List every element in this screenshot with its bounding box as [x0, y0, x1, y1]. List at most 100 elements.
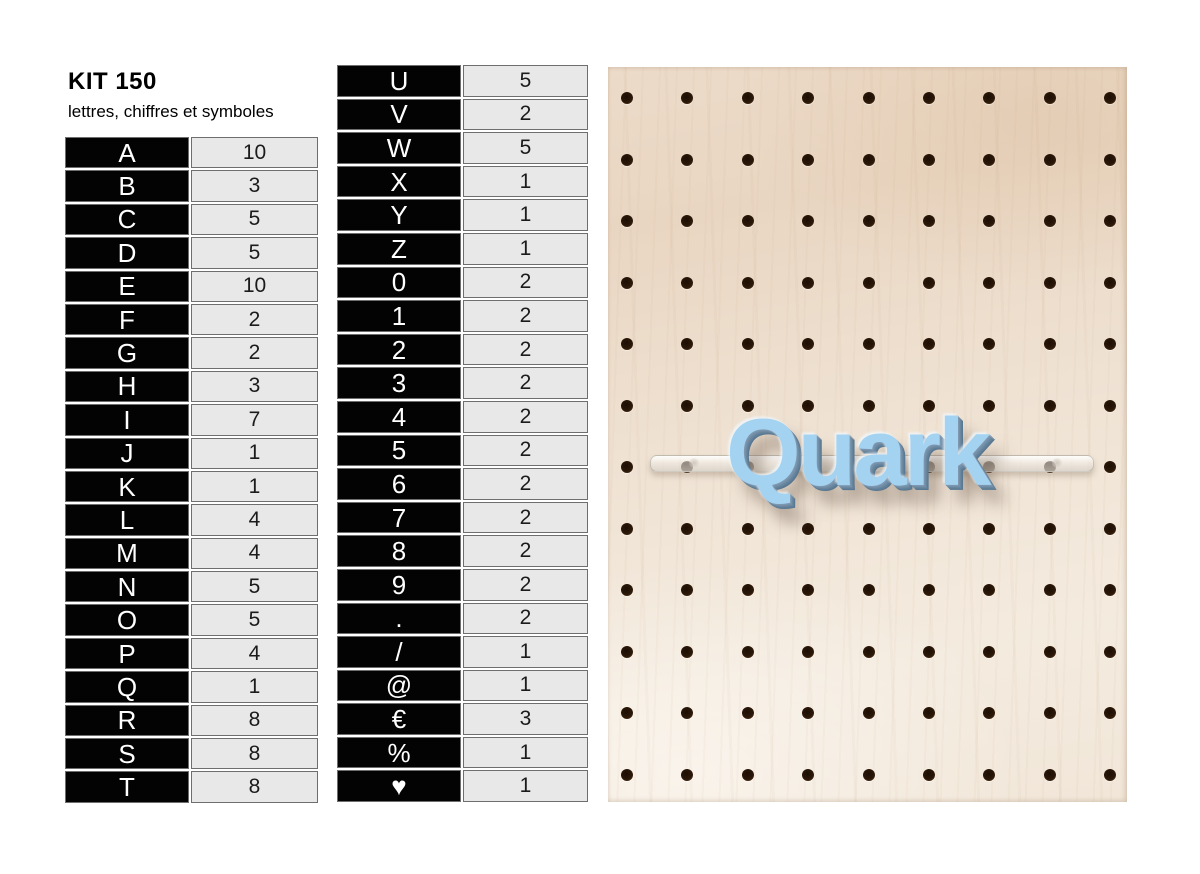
peg-hole: [1043, 768, 1056, 781]
quantity-cell: 1: [463, 636, 588, 668]
peg-hole: [681, 92, 694, 104]
peg-hole: [1104, 399, 1117, 412]
quantity-cell: 1: [463, 770, 588, 803]
quantity-cell: 2: [463, 568, 588, 601]
symbol-cell: K: [65, 470, 189, 503]
peg-hole: [862, 584, 875, 596]
symbol-cell: M: [65, 537, 189, 570]
peg-hole: [621, 584, 633, 596]
quantity-cell: 5: [191, 604, 318, 636]
peg-hole: [681, 707, 694, 719]
quantity-cell: 4: [191, 637, 318, 670]
symbol-cell: Z: [337, 232, 461, 265]
table-row: @ 1: [337, 669, 588, 702]
table-row: 2 2: [337, 333, 588, 366]
peg-hole: [741, 276, 754, 289]
quantity-cell: 1: [463, 736, 588, 769]
peg-hole: [983, 584, 996, 596]
table-row: D 5: [65, 237, 318, 269]
symbol-cell: 6: [337, 468, 461, 500]
symbol-cell: Y: [337, 199, 461, 231]
symbol-cell: 7: [337, 501, 461, 534]
peg-hole: [1104, 461, 1117, 473]
peg-hole: [681, 768, 694, 781]
peg-hole: [621, 461, 633, 473]
quantity-cell: 2: [463, 468, 588, 500]
symbol-cell: W: [337, 132, 461, 164]
quantity-cell: 1: [463, 165, 588, 198]
symbol-cell: N: [65, 571, 189, 603]
peg-hole: [621, 338, 633, 350]
peg-hole: [1043, 338, 1056, 350]
symbol-cell: D: [65, 237, 189, 269]
table-row: S 8: [65, 738, 318, 770]
peg-hole: [923, 645, 935, 658]
quantity-cell: 2: [463, 535, 588, 567]
table-row: K 1: [65, 470, 318, 503]
table-row: R 8: [65, 704, 318, 737]
quantity-cell: 3: [191, 370, 318, 403]
quantity-cell: 5: [463, 132, 588, 164]
peg-hole: [862, 707, 875, 719]
peg-hole: [621, 215, 633, 227]
peg-hole: [741, 338, 754, 350]
table-row: T 8: [65, 771, 318, 803]
peg-hole: [1043, 707, 1056, 719]
peg-hole: [983, 399, 996, 412]
quantity-cell: 2: [463, 434, 588, 467]
peg-hole: [802, 707, 815, 719]
quantity-cell: 4: [191, 504, 318, 536]
quantity-cell: 2: [463, 300, 588, 332]
peg-hole: [681, 215, 694, 227]
symbol-cell: F: [65, 303, 189, 336]
page-title: KIT 150: [68, 68, 157, 95]
peg-hole: [1043, 645, 1056, 658]
peg-hole: [802, 399, 815, 412]
quantity-cell: 8: [191, 704, 318, 737]
symbol-cell: O: [65, 604, 189, 636]
symbol-cell: R: [65, 704, 189, 737]
table-row: O 5: [65, 604, 318, 636]
quantity-cell: 2: [191, 303, 318, 336]
table-row: Q 1: [65, 671, 318, 703]
quantity-cell: 8: [191, 771, 318, 803]
symbol-cell: €: [337, 703, 461, 735]
table-row: 9 2: [337, 568, 588, 601]
peg-hole: [741, 768, 754, 781]
quantity-cell: 4: [191, 537, 318, 570]
symbol-cell: %: [337, 736, 461, 769]
table-row: 4 2: [337, 400, 588, 433]
quark-wordmark: Quark: [726, 399, 991, 506]
symbol-cell: J: [65, 437, 189, 469]
peg-hole: [681, 276, 694, 289]
table-row: Y 1: [337, 199, 588, 231]
peg-hole: [923, 707, 935, 719]
peg-hole: [802, 92, 815, 104]
rail-peg-right: [1052, 458, 1062, 468]
table-row: E 10: [65, 270, 318, 302]
quantity-cell: 2: [463, 501, 588, 534]
peg-hole: [862, 92, 875, 104]
peg-hole: [741, 522, 754, 535]
quantity-cell: 8: [191, 738, 318, 770]
table-row: 1 2: [337, 300, 588, 332]
letters-digits-symbols-table-u-heart: U 5 V 2 W 5 X 1 Y 1 Z: [337, 65, 588, 803]
symbol-cell: P: [65, 637, 189, 670]
quantity-cell: 2: [191, 337, 318, 369]
symbol-cell: G: [65, 337, 189, 369]
table-row: U 5: [337, 65, 588, 97]
peg-hole: [802, 215, 815, 227]
quantity-cell: 2: [463, 400, 588, 433]
peg-hole: [1104, 215, 1117, 227]
peg-hole: [983, 645, 996, 658]
table-row: 0 2: [337, 266, 588, 299]
quantity-cell: 1: [191, 671, 318, 703]
quantity-cell: 5: [191, 237, 318, 269]
peg-hole: [741, 584, 754, 596]
table-row: € 3: [337, 703, 588, 735]
table-row: 3 2: [337, 367, 588, 399]
peg-hole: [741, 215, 754, 227]
quantity-cell: 10: [191, 137, 318, 169]
table-row: N 5: [65, 571, 318, 603]
peg-hole: [802, 768, 815, 781]
